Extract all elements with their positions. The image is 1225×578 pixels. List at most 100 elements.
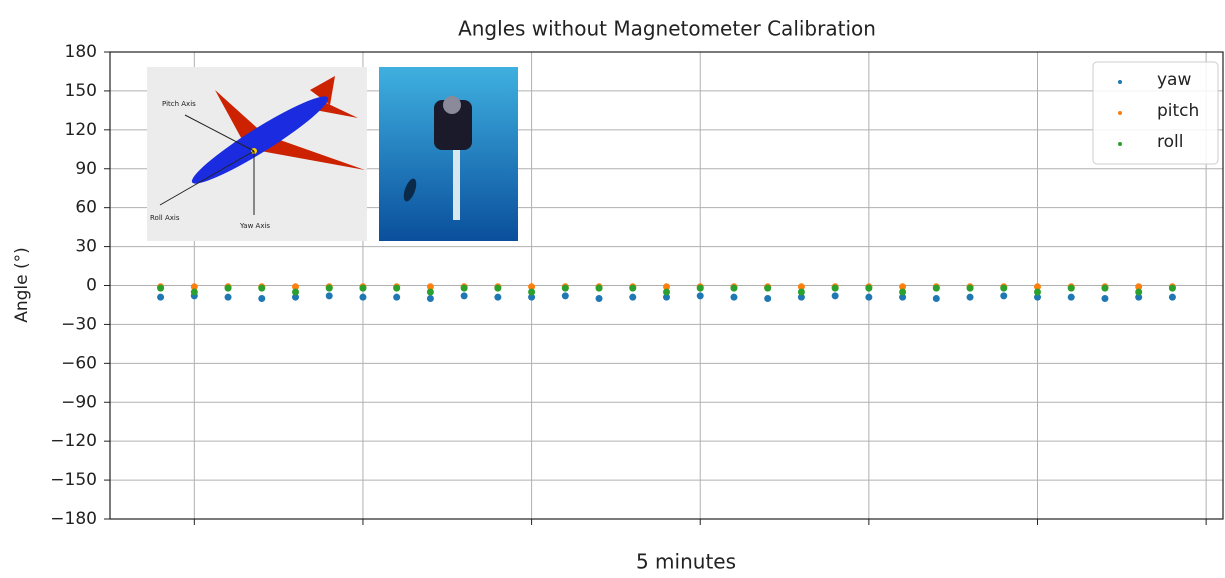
y-tick-label: 180: [65, 42, 97, 62]
legend-label: yaw: [1157, 70, 1191, 90]
point: [528, 283, 536, 291]
point: [157, 284, 165, 292]
y-tick-label: 150: [65, 81, 97, 101]
point: [1034, 288, 1041, 296]
legend-label: pitch: [1157, 101, 1199, 121]
point: [1101, 284, 1109, 292]
point: [629, 293, 637, 301]
y-tick-label: −150: [50, 470, 97, 490]
point: [1000, 292, 1008, 300]
point: [292, 283, 299, 291]
point: [696, 284, 704, 292]
point: [494, 284, 502, 292]
y-tick-label: 60: [75, 198, 97, 218]
point: [663, 283, 670, 291]
airplane-inset: Pitch Axis Roll Axis Yaw Axis: [147, 67, 367, 241]
plot: [157, 283, 1176, 302]
point: [764, 294, 772, 302]
point: [932, 284, 940, 292]
point: [224, 293, 232, 301]
chart-title: Angles without Magnetometer Calibration: [458, 17, 876, 41]
point: [224, 284, 232, 292]
y-axis-label: Angle (°): [12, 247, 32, 323]
point: [899, 283, 907, 291]
point: [865, 293, 873, 301]
legend-marker: [1118, 80, 1122, 84]
point: [595, 294, 603, 302]
point: [730, 284, 738, 292]
point: [696, 292, 704, 300]
point: [359, 284, 367, 292]
point: [325, 284, 333, 292]
point: [663, 293, 670, 301]
point: [1067, 293, 1075, 301]
point: [1168, 284, 1176, 292]
y-tick-label: 90: [75, 159, 97, 179]
y-tick-label: −180: [50, 509, 97, 529]
point: [157, 293, 165, 301]
point: [899, 293, 907, 301]
point: [1135, 288, 1143, 296]
point: [292, 293, 299, 301]
point: [1034, 293, 1041, 301]
y-tick-label: 30: [75, 237, 97, 257]
annotation: Roll Axis: [150, 214, 180, 222]
x-axis-label: 5 minutes: [636, 550, 736, 574]
annotation: Pitch Axis: [162, 100, 196, 108]
point: [561, 284, 569, 292]
point: [966, 284, 974, 292]
annotation: Yaw Axis: [239, 222, 270, 230]
legend-label: roll: [1157, 132, 1183, 152]
point: [258, 294, 266, 302]
point: [595, 284, 603, 292]
point: [1067, 284, 1075, 292]
legend: yaw pitch roll: [1092, 61, 1219, 165]
point: [426, 288, 434, 296]
point: [460, 284, 468, 292]
point: [426, 294, 434, 302]
point: [393, 293, 401, 301]
point: [730, 293, 738, 301]
point: [797, 288, 805, 296]
point: [393, 284, 401, 292]
point: [460, 292, 468, 300]
point: [1168, 293, 1176, 301]
y-tick-label: −90: [61, 392, 97, 412]
legend-marker: [1118, 111, 1122, 115]
point: [1135, 293, 1143, 301]
point: [865, 284, 873, 292]
point: [831, 284, 839, 292]
point: [325, 292, 333, 300]
point: [494, 293, 502, 301]
y-tick-label: −30: [61, 314, 97, 334]
point: [966, 293, 974, 301]
y-tick-label: 0: [86, 276, 97, 296]
y-tick-label: 120: [65, 120, 97, 140]
y-tick-label: −60: [61, 353, 97, 373]
point: [190, 288, 198, 296]
point: [899, 288, 907, 296]
point: [797, 293, 805, 301]
point: [932, 294, 940, 302]
point: [190, 283, 198, 291]
photo-inset: [379, 67, 518, 241]
y-tick-label: −120: [50, 431, 97, 451]
point: [426, 283, 434, 291]
point: [258, 284, 266, 292]
point: [359, 293, 367, 301]
point: [831, 292, 839, 300]
point: [663, 288, 670, 296]
point: [1034, 283, 1041, 291]
point: [1101, 294, 1109, 302]
point: [528, 288, 536, 296]
point: [292, 288, 299, 296]
point: [797, 283, 805, 291]
point: [1000, 284, 1008, 292]
point: [528, 293, 536, 301]
point: [1135, 283, 1143, 291]
point: [764, 284, 772, 292]
legend-marker: [1118, 142, 1122, 146]
point: [561, 292, 569, 300]
point: [629, 284, 637, 292]
